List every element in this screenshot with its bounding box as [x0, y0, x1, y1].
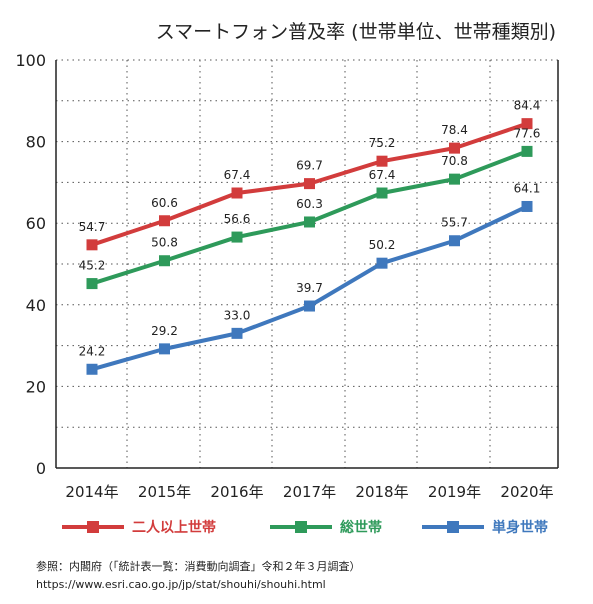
- series-0: 54.7 60.6 67.4 69.7 75.2 78.4 84.4: [79, 99, 541, 251]
- data-point: [231, 231, 243, 243]
- y-tick-label: 20: [26, 377, 46, 396]
- legend-label: 二人以上世帯: [132, 519, 216, 536]
- data-point: [159, 255, 170, 267]
- y-tick-labels: 0 20 40 60 80 100: [15, 51, 46, 478]
- data-label: 70.8: [441, 154, 468, 168]
- legend-label: 単身世帯: [492, 519, 548, 536]
- data-point: [159, 343, 170, 355]
- data-label: 54.7: [79, 220, 106, 234]
- series-1: 45.2 50.8 56.6 60.3 67.4 70.8 77.6: [79, 126, 541, 290]
- data-label: 60.6: [151, 196, 178, 210]
- data-point: [376, 155, 388, 167]
- data-point: [376, 257, 388, 269]
- data-point: [449, 235, 460, 247]
- data-point: [231, 187, 243, 199]
- legend-marker: [295, 521, 307, 533]
- legend-marker: [87, 521, 99, 533]
- data-point: [231, 327, 243, 339]
- data-label: 45.2: [79, 259, 106, 273]
- data-point: [304, 300, 315, 312]
- legend-label: 総世帯: [340, 519, 382, 536]
- data-point: [86, 278, 98, 290]
- data-point: [86, 239, 98, 251]
- x-tick-label: 2016年: [210, 483, 263, 501]
- chart-title: スマートフォン普及率 (世帯単位、世帯種類別): [156, 21, 556, 43]
- grid-lines: [56, 59, 558, 468]
- legend-item: 二人以上世帯: [62, 519, 216, 536]
- y-tick-label: 100: [15, 51, 46, 70]
- data-label: 69.7: [296, 159, 323, 173]
- data-label: 67.4: [369, 168, 396, 182]
- x-tick-label: 2015年: [138, 483, 191, 501]
- source-citation: 参照：内閣府（「統計表一覧：消費動向調査」令和２年３月調査）: [36, 560, 361, 573]
- data-point: [521, 200, 533, 212]
- data-label: 64.1: [514, 181, 541, 195]
- data-label: 50.2: [369, 238, 396, 252]
- y-tick-label: 80: [26, 133, 46, 152]
- data-label: 77.6: [514, 126, 541, 140]
- series-group: 54.7 60.6 67.4 69.7 75.2 78.4 84.4 45.2 50.8 56.6…: [79, 99, 541, 375]
- legend-item: 総世帯: [270, 519, 382, 536]
- y-tick-label: 0: [36, 459, 46, 478]
- data-label: 50.8: [151, 236, 178, 250]
- data-point: [521, 118, 533, 130]
- data-label: 33.0: [224, 308, 251, 322]
- data-point: [304, 178, 315, 190]
- data-point: [521, 145, 533, 157]
- series-2: 24.2 29.2 33.0 39.7 50.2 55.7 64.1: [79, 181, 541, 375]
- data-label: 29.2: [151, 324, 178, 338]
- data-label: 39.7: [296, 281, 323, 295]
- axes: [55, 60, 559, 469]
- legend-item: 単身世帯: [422, 519, 548, 536]
- x-tick-labels: 2014年 2015年 2016年 2017年 2018年 2019年 2020年: [65, 483, 553, 501]
- x-tick-label: 2017年: [283, 483, 336, 501]
- x-tick-label: 2020年: [500, 483, 553, 501]
- data-label: 55.7: [441, 216, 468, 230]
- data-label: 78.4: [441, 123, 468, 137]
- legend: 二人以上世帯 総世帯 単身世帯: [62, 519, 548, 536]
- y-tick-label: 40: [26, 296, 46, 315]
- y-tick-label: 60: [26, 214, 46, 233]
- data-point: [159, 215, 170, 227]
- data-point: [449, 173, 460, 185]
- data-label: 67.4: [224, 168, 251, 182]
- data-label: 60.3: [296, 197, 323, 211]
- x-tick-label: 2014年: [65, 483, 118, 501]
- data-label: 24.2: [79, 344, 106, 358]
- data-label: 75.2: [369, 136, 396, 150]
- data-label: 56.6: [224, 212, 251, 226]
- data-point: [304, 216, 315, 228]
- data-point: [449, 142, 460, 154]
- data-point: [86, 363, 98, 375]
- x-tick-label: 2019年: [428, 483, 481, 501]
- data-point: [376, 187, 388, 199]
- data-label: 84.4: [514, 99, 541, 113]
- x-tick-label: 2018年: [355, 483, 408, 501]
- source-url: https://www.esri.cao.go.jp/jp/stat/shouh…: [36, 578, 326, 591]
- legend-marker: [447, 521, 459, 533]
